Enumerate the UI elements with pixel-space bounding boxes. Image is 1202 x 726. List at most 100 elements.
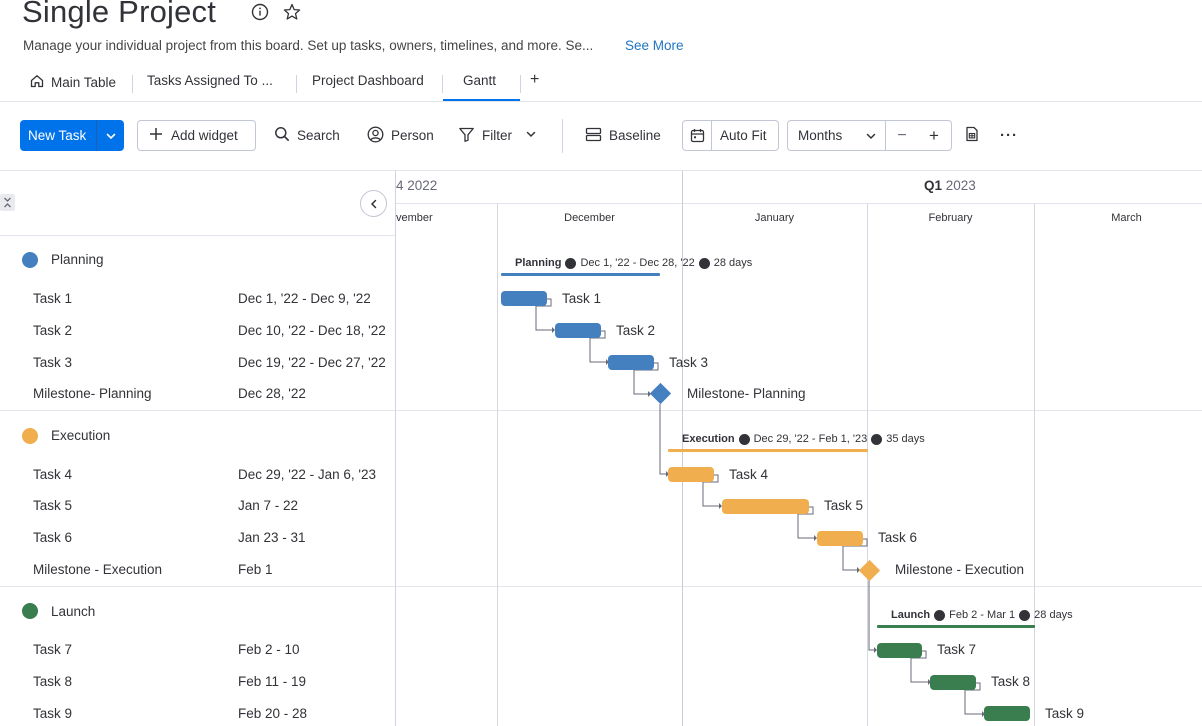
- group-name-launch[interactable]: Launch: [51, 604, 96, 619]
- task-name[interactable]: Task 8: [33, 674, 73, 689]
- group-color-dot[interactable]: [22, 428, 38, 444]
- summary-name: Execution: [682, 433, 735, 445]
- tab-label: +: [530, 71, 540, 88]
- month-label: February: [928, 212, 973, 224]
- add-widget-button[interactable]: Add widget: [137, 120, 256, 151]
- group-name-execution[interactable]: Execution: [51, 428, 111, 443]
- task-dates[interactable]: Feb 20 - 28: [238, 706, 308, 721]
- task-bar-label: Task 8: [991, 674, 1031, 689]
- task-dates[interactable]: Dec 1, '22 - Dec 9, '22: [238, 291, 371, 306]
- baseline-icon: [585, 126, 602, 146]
- collapse-icon[interactable]: [0, 194, 15, 211]
- zoom-level-value: Months: [798, 128, 843, 143]
- task-name[interactable]: Task 1: [33, 291, 73, 306]
- task-name[interactable]: Task 6: [33, 530, 73, 545]
- task-name[interactable]: Task 9: [33, 706, 73, 721]
- tab-tasks-assigned[interactable]: Tasks Assigned To ...: [147, 73, 273, 88]
- see-more-link[interactable]: See More: [625, 38, 684, 53]
- person-filter-button[interactable]: Person: [367, 120, 434, 151]
- summary-dates: Dec 29, '22 - Feb 1, '23: [753, 433, 868, 445]
- add-view-button[interactable]: +: [530, 71, 539, 89]
- tab-project-dashboard[interactable]: Project Dashboard: [312, 73, 424, 88]
- task-bar[interactable]: [501, 291, 547, 306]
- zoom-out-button[interactable]: −: [886, 121, 918, 150]
- task-dates[interactable]: Feb 1: [238, 562, 273, 577]
- task-bar[interactable]: [984, 706, 1030, 721]
- tab-divider: [520, 75, 521, 93]
- page-title: Single Project: [22, 0, 217, 29]
- month-label: March: [1111, 212, 1142, 224]
- task-name[interactable]: Task 5: [33, 498, 73, 513]
- group-summary-planning: Planning Dec 1, '22 - Dec 28, '22 28 day…: [515, 257, 752, 269]
- tab-divider: [442, 75, 443, 93]
- group-summary-execution: Execution Dec 29, '22 - Feb 1, '23 35 da…: [682, 433, 925, 445]
- chevron-down-icon[interactable]: [97, 130, 124, 142]
- group-span-bar[interactable]: [668, 449, 868, 452]
- summary-dates: Feb 2 - Mar 1: [949, 609, 1016, 621]
- search-button[interactable]: Search: [274, 120, 340, 151]
- info-icon[interactable]: [251, 3, 269, 21]
- tab-label: Main Table: [51, 75, 117, 90]
- new-task-button[interactable]: New Task: [20, 120, 124, 151]
- chevron-down-icon: [525, 128, 537, 143]
- search-icon: [274, 126, 290, 145]
- task-name[interactable]: Task 7: [33, 642, 73, 657]
- tab-label: Project Dashboard: [312, 73, 424, 88]
- zoom-in-button[interactable]: +: [918, 121, 950, 150]
- gantt-top-border: [0, 170, 1202, 171]
- task-bar[interactable]: [608, 355, 654, 370]
- task-dates[interactable]: Feb 2 - 10: [238, 642, 300, 657]
- auto-fit-button[interactable]: Auto Fit: [682, 120, 779, 151]
- task-name[interactable]: Milestone- Planning: [33, 386, 152, 401]
- task-bar-label: Task 9: [1045, 706, 1085, 721]
- zoom-level-select[interactable]: Months: [788, 121, 886, 150]
- toolbar-divider: [562, 119, 563, 153]
- milestone-label: Milestone- Planning: [687, 386, 806, 401]
- task-dates[interactable]: Dec 28, '22: [238, 386, 306, 401]
- pane-header-border: [0, 235, 396, 236]
- task-name[interactable]: Task 4: [33, 467, 73, 482]
- quarter-prefix: Q1: [924, 178, 943, 193]
- tab-gantt[interactable]: Gantt: [463, 73, 496, 88]
- export-button[interactable]: [964, 120, 980, 151]
- task-dates[interactable]: Dec 29, '22 - Jan 6, '23: [238, 467, 376, 482]
- button-divider: [96, 120, 97, 151]
- task-name[interactable]: Task 2: [33, 323, 73, 338]
- month-gridline: [497, 204, 498, 726]
- task-dates[interactable]: Dec 10, '22 - Dec 18, '22: [238, 323, 386, 338]
- person-icon: [367, 126, 384, 146]
- group-span-bar[interactable]: [877, 625, 1035, 628]
- task-dates[interactable]: Jan 7 - 22: [238, 498, 299, 513]
- group-divider: [0, 586, 1202, 587]
- tabs-divider: [0, 101, 1202, 102]
- baseline-button[interactable]: Baseline: [585, 120, 661, 151]
- summary-duration: 35 days: [886, 433, 925, 445]
- task-bar[interactable]: [555, 323, 601, 338]
- group-color-dot[interactable]: [22, 603, 38, 619]
- task-bar[interactable]: [722, 499, 809, 514]
- task-bar[interactable]: [930, 675, 976, 690]
- task-bar[interactable]: [877, 643, 922, 658]
- summary-name: Launch: [891, 609, 931, 621]
- tab-main-table[interactable]: Main Table: [29, 73, 116, 92]
- filter-button[interactable]: Filter: [458, 120, 537, 151]
- zoom-in-label: +: [929, 125, 939, 145]
- group-color-dot[interactable]: [22, 252, 38, 268]
- add-widget-label: Add widget: [171, 128, 238, 143]
- separator-dot: [738, 433, 750, 445]
- task-bar-label: Task 4: [729, 467, 769, 482]
- star-icon[interactable]: [283, 3, 301, 21]
- task-name[interactable]: Milestone - Execution: [33, 562, 163, 577]
- group-name-planning[interactable]: Planning: [51, 252, 104, 267]
- more-options-button[interactable]: ···: [1000, 120, 1018, 151]
- task-dates[interactable]: Jan 23 - 31: [238, 530, 306, 545]
- task-bar[interactable]: [668, 467, 714, 482]
- collapse-pane-button[interactable]: [360, 190, 387, 217]
- task-name[interactable]: Task 3: [33, 355, 73, 370]
- task-dates[interactable]: Feb 11 - 19: [238, 674, 307, 689]
- person-label: Person: [391, 128, 434, 143]
- task-dates[interactable]: Dec 19, '22 - Dec 27, '22: [238, 355, 386, 370]
- task-bar[interactable]: [817, 531, 863, 546]
- group-span-bar[interactable]: [501, 273, 660, 276]
- filter-icon: [458, 126, 475, 146]
